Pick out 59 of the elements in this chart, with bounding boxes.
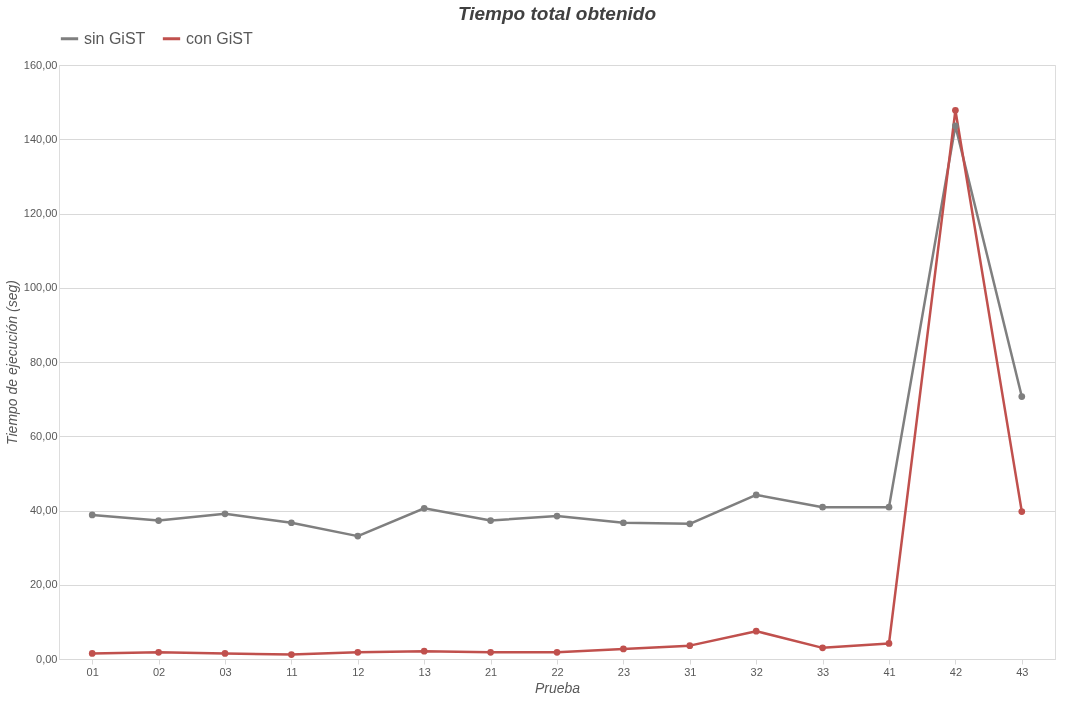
point: [952, 122, 959, 130]
point: [819, 503, 826, 511]
point: [420, 504, 428, 512]
point: [885, 503, 893, 511]
point: [620, 645, 627, 653]
x-tick-label: 23: [617, 665, 631, 678]
point: [553, 648, 561, 656]
point: [420, 647, 428, 655]
x-tick-label: 02: [152, 665, 166, 678]
point: [88, 650, 96, 657]
point: [620, 519, 627, 527]
x-tick-label: 21: [484, 665, 498, 678]
point: [288, 651, 295, 658]
y-axis-title: Tiempo de ejecución (seg): [3, 280, 20, 445]
y-tick-label: 100,00: [23, 281, 58, 294]
point: [487, 517, 494, 524]
point: [155, 648, 162, 656]
x-tick-label: 13: [418, 665, 431, 678]
y-tick-label: 60,00: [29, 429, 58, 442]
point: [752, 627, 760, 635]
point: [1018, 393, 1026, 400]
point: [952, 106, 959, 114]
point: [686, 642, 694, 649]
x-tick-label: 01: [86, 665, 99, 678]
point: [155, 517, 162, 524]
x-tick-label: 12: [352, 665, 365, 678]
x-tick-label: 31: [684, 665, 697, 678]
x-tick-label: 33: [816, 665, 830, 678]
point: [1018, 508, 1026, 515]
y-tick-label: 120,00: [23, 207, 58, 219]
point: [221, 650, 229, 657]
point: [354, 648, 362, 656]
x-tick-label: 03: [219, 665, 232, 678]
point: [487, 648, 494, 656]
chart-title: Tiempo total obtenido: [457, 3, 657, 24]
point: [354, 532, 362, 540]
legend-label: con GiST: [186, 29, 253, 47]
point: [221, 510, 229, 518]
x-tick-label: 43: [1016, 665, 1029, 678]
point: [553, 512, 561, 520]
point: [885, 640, 893, 647]
y-tick-label: 20,00: [29, 578, 58, 591]
point: [288, 519, 295, 527]
x-tick-label: 41: [883, 665, 896, 678]
x-tick-label: 22: [551, 665, 564, 678]
point: [88, 511, 96, 519]
point: [752, 491, 760, 499]
x-axis-title: Prueba: [534, 679, 581, 696]
legend-label: sin GiST: [84, 29, 146, 47]
x-tick-label: 11: [286, 665, 298, 678]
y-tick-label: 160,00: [23, 58, 58, 71]
y-tick-label: 80,00: [29, 355, 58, 368]
point: [819, 644, 826, 652]
y-tick-label: 140,00: [23, 132, 58, 145]
y-tick-label: 0,00: [36, 652, 58, 665]
x-tick-label: 42: [949, 665, 963, 678]
point: [686, 520, 694, 528]
y-tick-label: 40,00: [29, 504, 58, 516]
x-tick-label: 32: [750, 665, 763, 678]
